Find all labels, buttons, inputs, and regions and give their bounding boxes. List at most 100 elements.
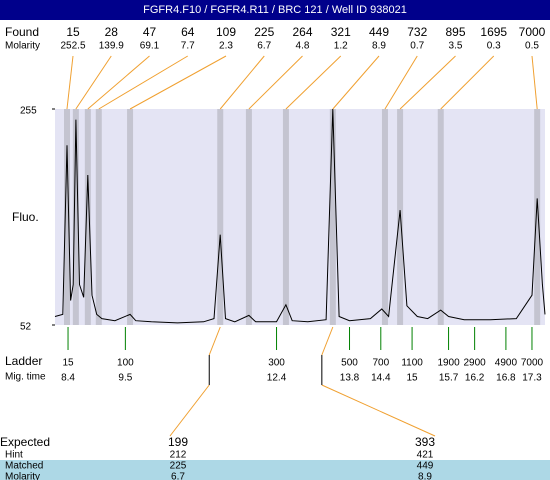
ladder-time: 14.4 xyxy=(371,373,391,384)
found-link xyxy=(332,55,380,110)
found-label: Found xyxy=(5,25,39,39)
ladder-time: 16.8 xyxy=(496,373,516,384)
ladder-size: 100 xyxy=(117,358,134,369)
peak-band xyxy=(381,109,388,325)
found-size: 895 xyxy=(445,25,465,39)
found-link xyxy=(87,55,150,110)
ladder-time: 8.4 xyxy=(61,373,75,384)
plot-area xyxy=(55,109,545,325)
expected-molarity: 8.9 xyxy=(418,472,432,480)
ladder-size: 1900 xyxy=(437,358,460,369)
peak-band xyxy=(329,109,336,325)
expected-link xyxy=(169,384,210,437)
expected-row-label: Molarity xyxy=(5,472,40,480)
expected-link xyxy=(321,384,436,437)
y-tick-label: 52 xyxy=(20,322,32,333)
expected-expected: 199 xyxy=(168,435,188,449)
found-molarity: 3.5 xyxy=(449,41,463,52)
peak-band xyxy=(84,109,91,325)
found-link xyxy=(66,55,74,110)
ladder-size: 300 xyxy=(268,358,285,369)
found-molarity: 7.7 xyxy=(181,41,195,52)
peak-band xyxy=(534,109,541,325)
found-link xyxy=(129,55,227,110)
expected-molarity: 6.7 xyxy=(171,472,185,480)
chart-title: FGFR4.F10 / FGFR4.R11 / BRC 121 / Well I… xyxy=(143,4,407,16)
found-size: 47 xyxy=(143,25,157,39)
found-molarity: 0.3 xyxy=(487,41,501,52)
expected-link xyxy=(208,326,221,356)
found-molarity: 2.3 xyxy=(219,41,233,52)
ladder-time: 9.5 xyxy=(118,373,132,384)
ladder-time: 15 xyxy=(407,373,419,384)
found-size: 15 xyxy=(66,25,80,39)
expected-row-label: Expected xyxy=(0,435,50,449)
found-link xyxy=(384,55,418,110)
ladder-time: 12.4 xyxy=(267,373,287,384)
found-molarity: 0.7 xyxy=(410,41,424,52)
expected-row-label: Matched xyxy=(5,461,43,472)
highlight-band xyxy=(0,460,550,480)
found-molarity: 1.2 xyxy=(334,41,348,52)
expected-hint: 421 xyxy=(417,450,434,461)
title-bar xyxy=(0,0,550,20)
ladder-size: 500 xyxy=(341,358,358,369)
expected-hint: 212 xyxy=(170,450,187,461)
found-link xyxy=(285,55,342,110)
found-link xyxy=(219,55,265,110)
found-link xyxy=(531,55,538,110)
found-link xyxy=(399,55,456,110)
ladder-size: 4900 xyxy=(495,358,518,369)
peak-band xyxy=(437,109,444,325)
expected-row-label: Hint xyxy=(5,450,23,461)
found-molarity: 69.1 xyxy=(140,41,160,52)
ladder-label: Ladder xyxy=(5,354,42,368)
found-molarity: 139.9 xyxy=(99,41,124,52)
peak-band xyxy=(217,109,224,325)
peak-band xyxy=(63,109,70,325)
peak-band xyxy=(397,109,404,325)
found-size: 732 xyxy=(407,25,427,39)
found-size: 28 xyxy=(105,25,119,39)
found-size: 264 xyxy=(292,25,312,39)
found-link xyxy=(98,55,189,110)
found-size: 109 xyxy=(216,25,236,39)
expected-matched: 449 xyxy=(417,461,434,472)
found-link xyxy=(440,55,495,110)
ladder-size: 15 xyxy=(62,358,74,369)
ladder-size: 700 xyxy=(372,358,389,369)
expected-link xyxy=(321,326,334,356)
y-tick-label: 255 xyxy=(20,106,37,117)
peak-band xyxy=(282,109,289,325)
found-molarity: 6.7 xyxy=(257,41,271,52)
expected-expected: 393 xyxy=(415,435,435,449)
ladder-time: 13.8 xyxy=(340,373,360,384)
mig-time-label: Mig. time xyxy=(5,372,46,383)
ladder-size: 2900 xyxy=(464,358,487,369)
ladder-size: 7000 xyxy=(521,358,544,369)
trace xyxy=(54,108,546,324)
peak-band xyxy=(127,109,134,325)
found-size: 449 xyxy=(369,25,389,39)
molarity-label: Molarity xyxy=(5,41,40,52)
peak-band xyxy=(245,109,252,325)
found-size: 7000 xyxy=(519,25,546,39)
found-molarity: 252.5 xyxy=(60,41,85,52)
found-link xyxy=(75,55,112,110)
ladder-size: 1100 xyxy=(401,358,423,369)
found-size: 225 xyxy=(254,25,274,39)
ladder-time: 17.3 xyxy=(522,373,542,384)
ladder-time: 15.7 xyxy=(439,373,459,384)
found-size: 1695 xyxy=(480,25,507,39)
found-molarity: 0.5 xyxy=(525,41,539,52)
found-size: 64 xyxy=(181,25,195,39)
found-molarity: 4.8 xyxy=(296,41,310,52)
found-molarity: 8.9 xyxy=(372,41,386,52)
y-label: Fluo. xyxy=(12,210,39,224)
peak-band xyxy=(72,109,79,325)
peak-band xyxy=(95,109,102,325)
found-link xyxy=(248,55,303,110)
expected-matched: 225 xyxy=(170,461,187,472)
ladder-time: 16.2 xyxy=(465,373,485,384)
